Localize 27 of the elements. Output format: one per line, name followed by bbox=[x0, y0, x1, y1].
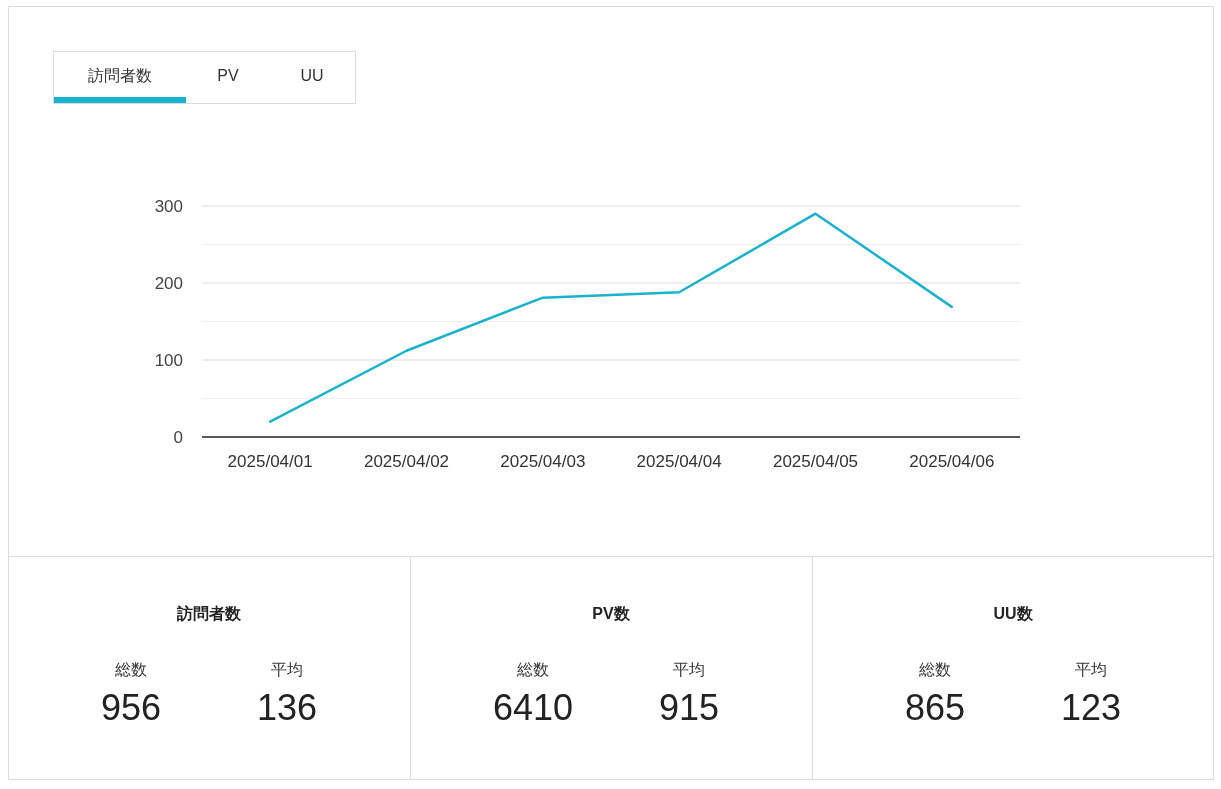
category-label: 総数 bbox=[918, 661, 951, 678]
text: UU数 bbox=[993, 605, 1034, 622]
data-label: 123 bbox=[1060, 687, 1122, 728]
x-tick-label: 2025/04/03 bbox=[500, 452, 586, 471]
data-label: 915 bbox=[658, 687, 720, 728]
y-tick-label: 100 bbox=[154, 351, 183, 370]
category-label: 平均 bbox=[1075, 661, 1107, 678]
category-label: 総数 bbox=[516, 661, 549, 678]
x-tick-label: 2025/04/05 bbox=[772, 452, 859, 471]
text: PV数 bbox=[592, 605, 631, 622]
x-tick-label: 2025/04/02 bbox=[363, 452, 450, 471]
category-label: 総数 bbox=[114, 661, 147, 678]
data-label: 956 bbox=[100, 687, 162, 728]
x-tick-label: 2025/04/06 bbox=[909, 452, 995, 471]
x-tick-label: 2025/04/01 bbox=[227, 452, 313, 471]
y-tick-label: 0 bbox=[173, 428, 183, 447]
x-tick-label: 2025/04/04 bbox=[636, 452, 722, 471]
text: 訪問者数 bbox=[176, 605, 242, 622]
data-label: 6410 bbox=[492, 687, 574, 728]
y-tick-label: 200 bbox=[154, 274, 183, 293]
data-label: 865 bbox=[904, 687, 966, 728]
tabs: 訪問者数 PV UU bbox=[53, 51, 356, 104]
y-tick-label: 300 bbox=[154, 197, 183, 216]
category-label: 平均 bbox=[271, 661, 303, 678]
data-label: 136 bbox=[256, 687, 318, 728]
category-label: 平均 bbox=[673, 661, 705, 678]
line-series bbox=[268, 212, 954, 423]
